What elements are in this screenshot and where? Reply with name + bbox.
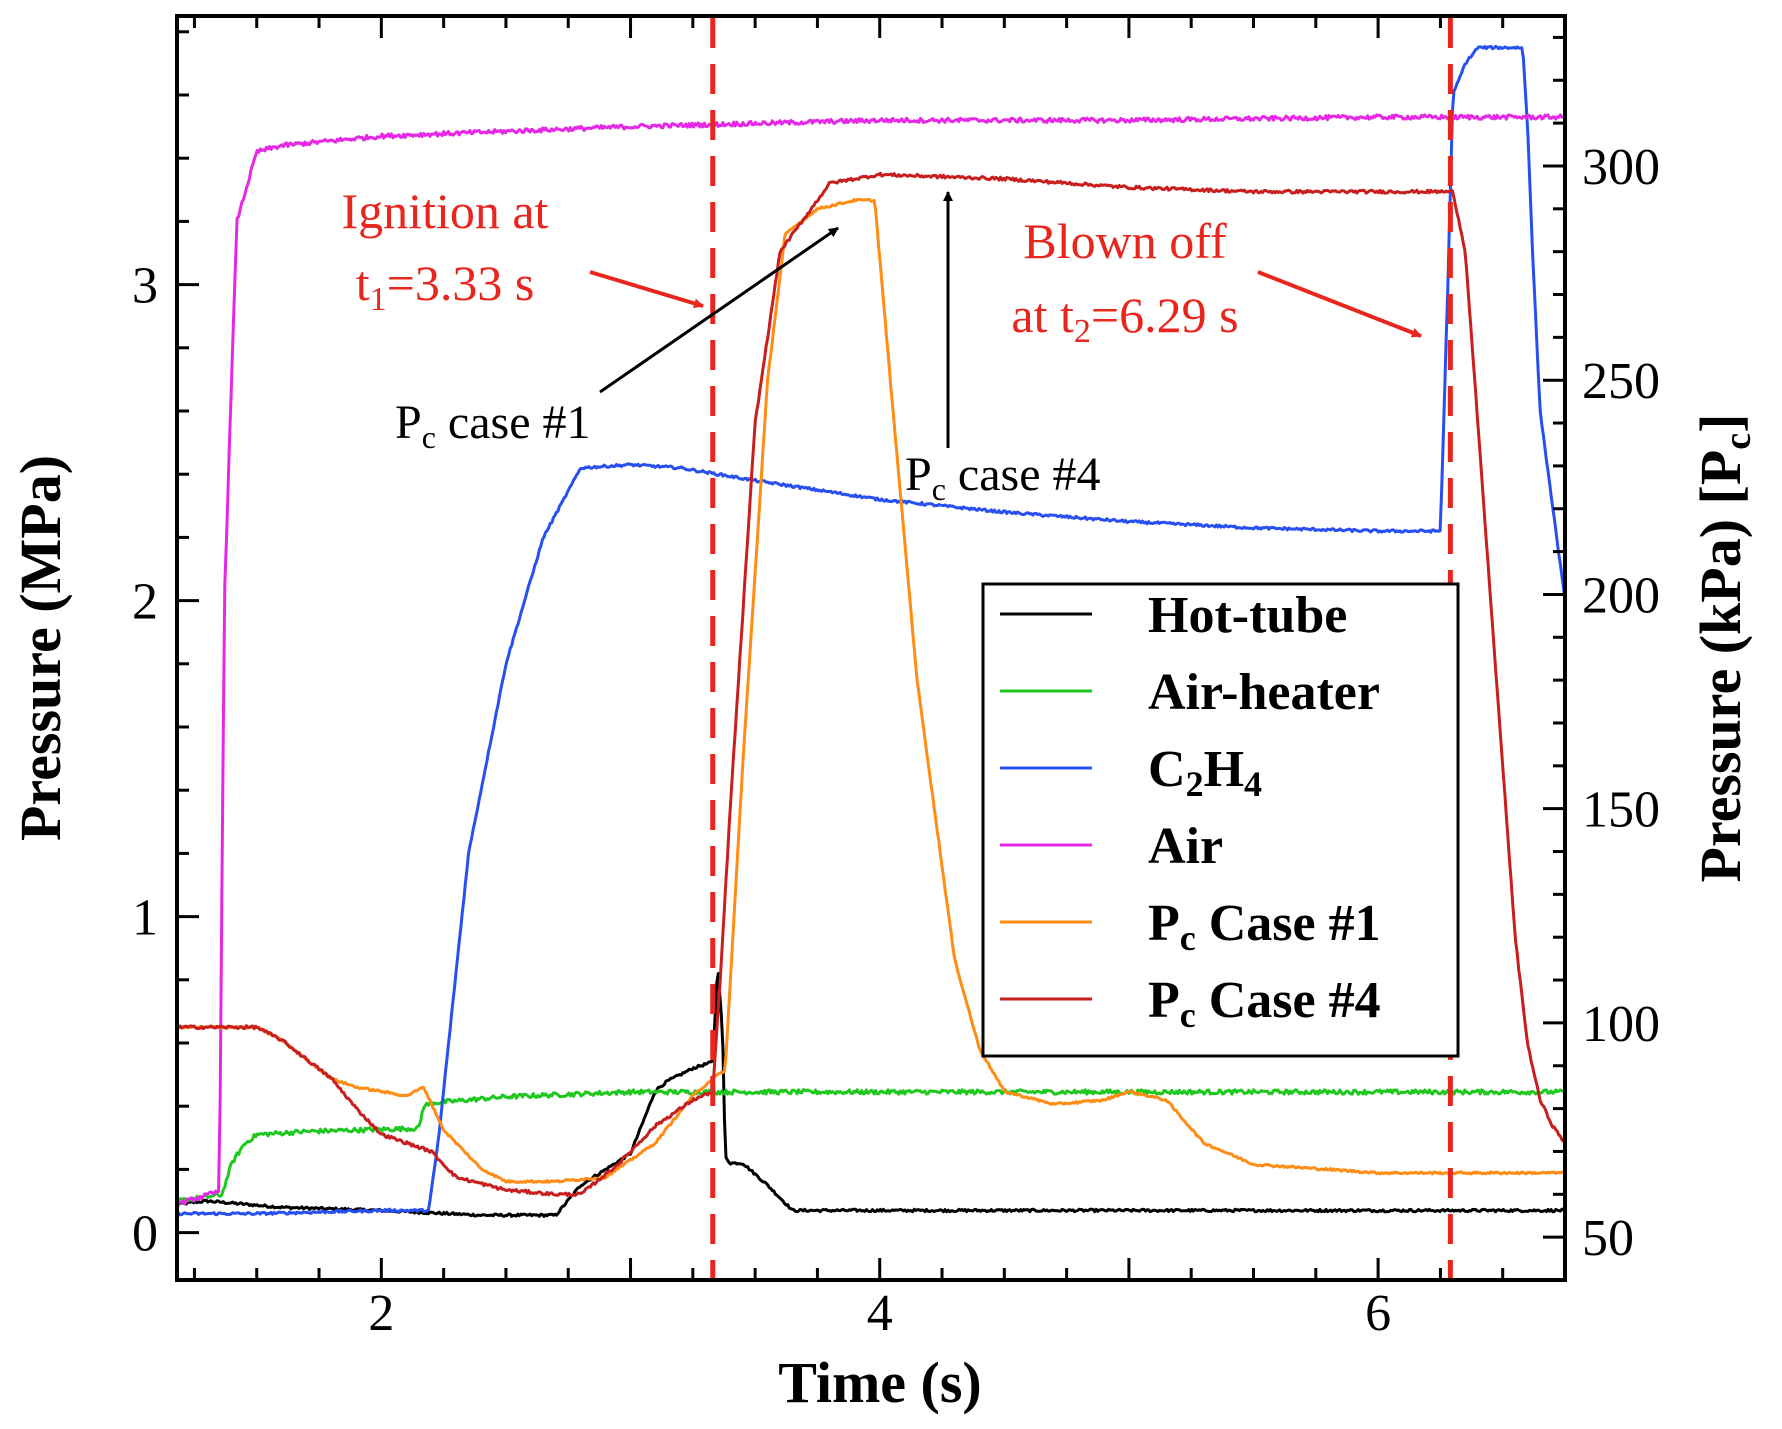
case1-sub: c bbox=[422, 419, 436, 455]
y-left-tick-label: 2 bbox=[132, 574, 158, 631]
y-left-tick-label: 0 bbox=[132, 1206, 158, 1263]
series-line-3 bbox=[177, 113, 1565, 1208]
case1-rest: case #1 bbox=[436, 396, 591, 449]
y-right-axis-title: Pressure (kPa) [Pc] bbox=[1688, 414, 1759, 883]
blown-off-arrow bbox=[1257, 270, 1422, 338]
ignition-annotation-line1: Ignition at bbox=[342, 183, 549, 239]
case4-rest: case #4 bbox=[946, 448, 1101, 501]
y-right-tick-label: 150 bbox=[1582, 782, 1660, 839]
case1-annotation: Pc case #1 bbox=[395, 396, 591, 455]
ignition-sub: 1 bbox=[370, 281, 387, 318]
y-right-tick-label: 250 bbox=[1582, 353, 1660, 410]
blown-sub: 2 bbox=[1074, 313, 1091, 350]
y-right-tick-label: 300 bbox=[1582, 139, 1660, 196]
series-line-1 bbox=[177, 1088, 1565, 1204]
y-left-tick-label: 3 bbox=[132, 258, 158, 315]
y-right-tick-label: 50 bbox=[1582, 1210, 1634, 1267]
legend-box bbox=[981, 582, 1460, 1058]
x-tick-label: 2 bbox=[368, 1285, 394, 1342]
x-axis-title: Time (s) bbox=[778, 1350, 982, 1415]
legend-label-0: Hot-tube bbox=[1148, 587, 1347, 644]
series-layer bbox=[177, 44, 1565, 1218]
y-left-axis-title: Pressure (MPa) bbox=[8, 455, 73, 841]
case1-p: P bbox=[395, 396, 422, 449]
legend: Hot-tube Air-heater C2H4 Air Pc Case #1 Pc Ca… bbox=[1000, 587, 1381, 1035]
legend-label-3: Air bbox=[1148, 818, 1223, 875]
blown-prefix: at t bbox=[1011, 287, 1074, 343]
ignition-rest: =3.33 s bbox=[387, 255, 535, 311]
legend-label-5: Pc Case #4 bbox=[1148, 972, 1381, 1035]
legend-label-4: Pc Case #1 bbox=[1148, 895, 1381, 958]
vline-layer bbox=[710, 18, 1453, 1278]
blown-off-annotation-line2: at t2=6.29 s bbox=[1011, 287, 1238, 350]
y-right-title-main: Pressure (kPa) [P bbox=[1688, 450, 1753, 883]
ignition-t: t bbox=[356, 255, 370, 311]
y-right-tick-label: 100 bbox=[1582, 996, 1660, 1053]
y-right-title-end: ] bbox=[1688, 414, 1753, 433]
y-right-tick-label: 200 bbox=[1582, 567, 1660, 624]
ignition-annotation-line2: t1=3.33 s bbox=[356, 255, 535, 318]
plot-frame bbox=[175, 14, 1567, 1282]
case4-annotation: Pc case #4 bbox=[905, 448, 1101, 507]
case4-p: P bbox=[905, 448, 932, 501]
series-line-2 bbox=[177, 44, 1565, 1217]
legend-label-1: Air-heater bbox=[1148, 664, 1380, 721]
ignition-arrow bbox=[589, 270, 704, 309]
y-right-title-sub: c bbox=[1717, 433, 1759, 450]
case1-arrow bbox=[599, 226, 839, 394]
x-tick-label: 6 bbox=[1365, 1285, 1391, 1342]
x-tick-label: 4 bbox=[867, 1285, 893, 1342]
blown-rest: =6.29 s bbox=[1091, 287, 1239, 343]
series-line-5 bbox=[177, 171, 1565, 1198]
case4-sub: c bbox=[932, 471, 946, 507]
y-left-tick-label: 1 bbox=[132, 890, 158, 947]
tick-layer: 2 4 6 0 1 2 3 50 100 150 200 250 300 bbox=[132, 16, 1660, 1342]
blown-off-annotation-line1: Blown off bbox=[1023, 213, 1227, 269]
series-line-4 bbox=[177, 197, 1565, 1184]
legend-label-2: C2H4 bbox=[1148, 741, 1262, 804]
